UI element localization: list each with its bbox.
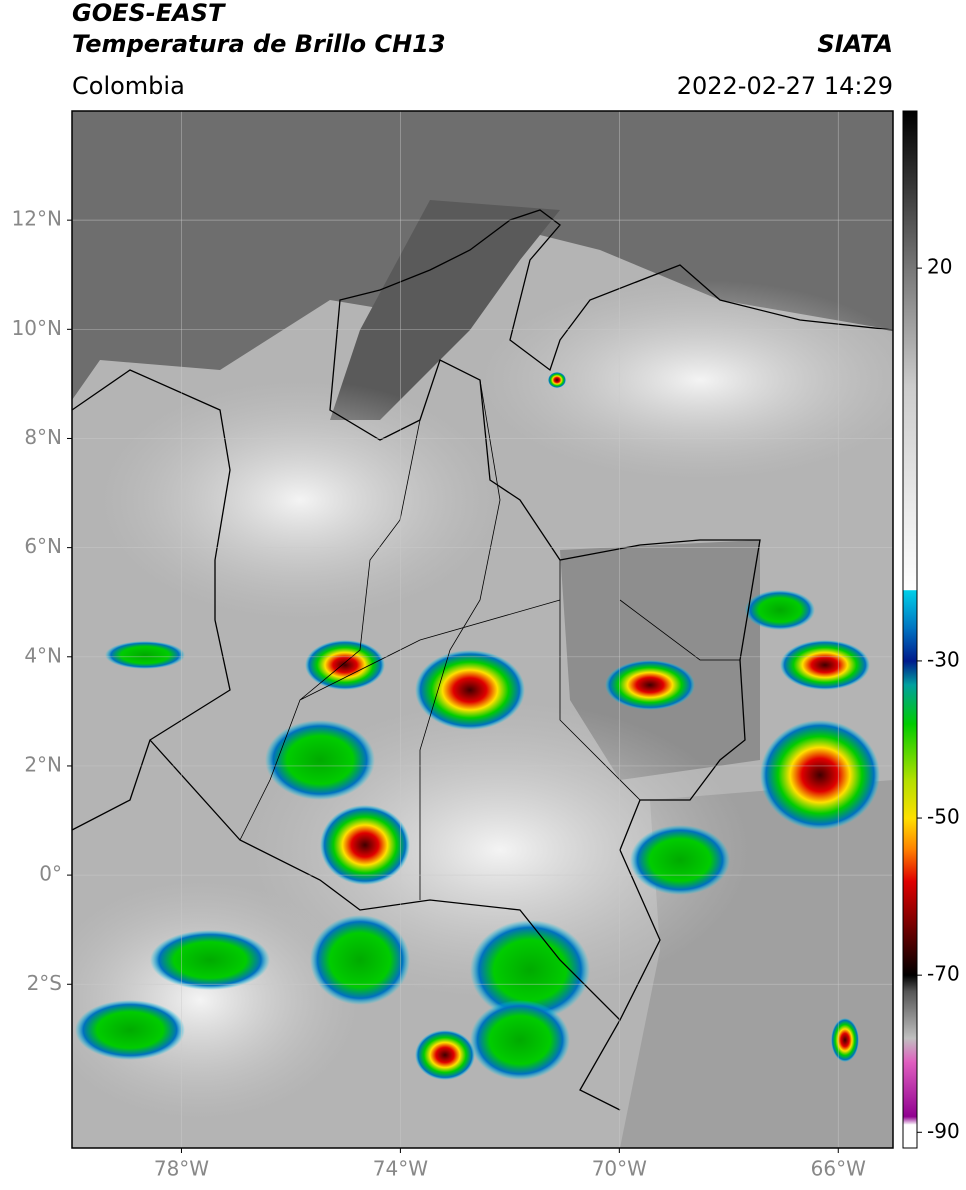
x-tick-label: 70°W xyxy=(592,1157,647,1181)
title: GOES-EAST xyxy=(72,0,226,27)
y-tick-label: 6°N xyxy=(24,534,62,558)
colorbar-segment xyxy=(903,880,917,929)
y-tick-label: 8°N xyxy=(24,425,62,449)
colorbar-segment xyxy=(903,590,917,630)
colorbar: 20 -30 -50 -70 -90 xyxy=(902,110,960,1149)
colorbar-segment xyxy=(903,111,917,191)
colorbar-tick-label: 20 xyxy=(927,255,952,279)
y-tick-label: 2°S xyxy=(27,971,62,995)
colorbar-segment xyxy=(903,818,917,850)
colorbar-tick-label: -70 xyxy=(927,962,960,986)
region: Colombia xyxy=(72,72,185,100)
y-tick-label: 4°N xyxy=(24,643,62,667)
colorbar-segment xyxy=(903,684,917,725)
y-tick-label: 10°N xyxy=(12,316,62,340)
datetime: 2022-02-27 14:29 xyxy=(677,72,893,100)
colorbar-tick-label: -50 xyxy=(927,805,960,829)
satellite-image xyxy=(72,111,893,1148)
colorbar-segment xyxy=(903,1124,917,1149)
map-frame xyxy=(71,110,894,1149)
colorbar-segment xyxy=(903,385,917,591)
colorbar-segment xyxy=(903,1116,917,1125)
colorbar-segment xyxy=(903,1061,917,1118)
colorbar-segment xyxy=(903,629,917,662)
colorbar-segment xyxy=(903,990,917,1039)
colorbar-segment xyxy=(903,1038,917,1063)
colorbar-segment xyxy=(903,778,917,819)
colorbar-segment xyxy=(903,723,917,780)
colorbar-frame xyxy=(902,110,918,1149)
source: SIATA xyxy=(817,30,893,58)
x-tick-label: 74°W xyxy=(373,1157,428,1181)
colorbar-segment xyxy=(903,975,917,992)
colorbar-segment xyxy=(903,660,917,685)
colorbar-segment xyxy=(903,189,917,269)
colorbar-segment xyxy=(903,928,917,976)
colorbar-tick-label: -30 xyxy=(927,647,960,671)
colorbar-tick-label: -90 xyxy=(927,1119,960,1143)
y-tick-label: 2°N xyxy=(24,752,62,776)
x-tick-label: 78°W xyxy=(154,1157,209,1181)
colorbar-segment xyxy=(903,849,917,882)
y-tick-label: 12°N xyxy=(12,207,62,231)
y-tick-label: 0° xyxy=(39,862,62,886)
colorbar-segment xyxy=(903,268,917,387)
x-tick-label: 66°W xyxy=(811,1157,866,1181)
subtitle: Temperatura de Brillo CH13 xyxy=(72,30,446,58)
axes: 78°W 74°W 70°W 66°W 12°N 10°N 8°N 6°N 4°N 2°N 0° 2°… xyxy=(12,111,893,1181)
